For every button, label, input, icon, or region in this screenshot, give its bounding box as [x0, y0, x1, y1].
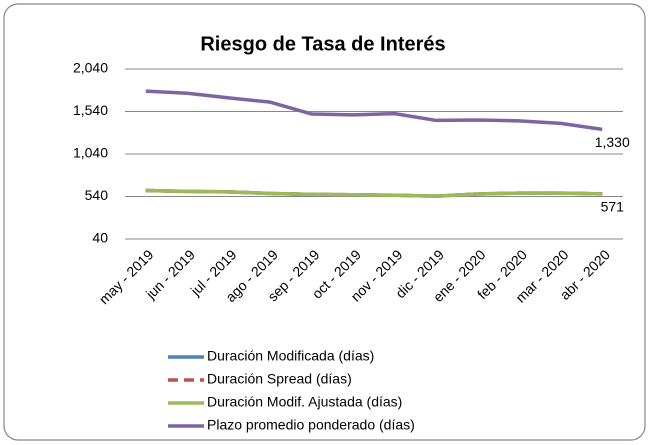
series-line: [145, 188, 603, 198]
legend-label: Duración Spread (días): [207, 371, 352, 387]
legend-label: Plazo promedio ponderado (días): [207, 417, 415, 433]
y-tick-label: 1,040: [73, 145, 108, 161]
chart-title: Riesgo de Tasa de Interés: [200, 33, 445, 55]
y-tick-label: 40: [92, 230, 108, 246]
series-line: [145, 89, 603, 132]
data-label: 1,330: [595, 134, 630, 150]
data-label: 571: [601, 199, 625, 215]
y-tick-label: 1,540: [73, 102, 108, 118]
y-tick-label: 2,040: [73, 60, 108, 76]
y-tick-label: 540: [85, 187, 109, 203]
legend-label: Duración Modif. Ajustada (días): [207, 394, 402, 410]
legend-label: Duración Modificada (días): [207, 348, 374, 364]
chart-border: [3, 3, 646, 441]
